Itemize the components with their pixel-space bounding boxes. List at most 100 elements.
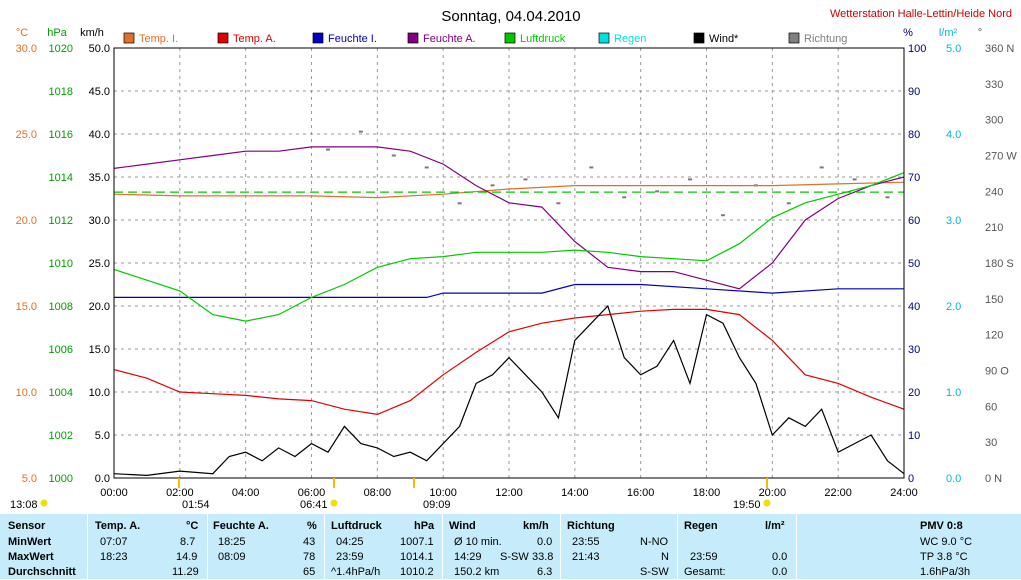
stats-cell: 6.3: [537, 566, 553, 578]
x-tick-label: 00:00: [100, 487, 128, 499]
stats-row-label: Durchschnitt: [8, 566, 76, 578]
chart-background: [0, 0, 1021, 514]
stats-cell: 150.2 km: [454, 566, 500, 578]
x-tick-label: 02:00: [166, 487, 194, 499]
stats-cell: 0.0: [772, 551, 788, 563]
stats-cell: 65: [303, 566, 316, 578]
rain-tick-label: 4.0: [946, 129, 961, 141]
legend-label: Feuchte I.: [328, 33, 377, 45]
stats-pmv-header: PMV 0:8: [920, 520, 963, 532]
stats-row-avg: Durchschnitt 11.29 65 ^1.4hPa/h 1010.2 1…: [0, 564, 1021, 580]
humidity-tick-label: 70: [908, 172, 920, 184]
stats-cell: N: [661, 551, 669, 563]
x-tick-label: 18:00: [693, 487, 721, 499]
legend-swatch: [123, 32, 135, 44]
direction-dot: [852, 178, 857, 181]
legend-label: Feuchte A.: [423, 33, 476, 45]
direction-dot: [358, 130, 363, 133]
axis-tick-labels: 30.025.020.015.010.05.010201018101610141…: [16, 43, 1018, 499]
axis-unit-label: °C: [16, 27, 28, 39]
axis-unit-labels: °C hPa km/h% l/m² °: [16, 27, 982, 39]
sun-time-label: 19:50: [733, 499, 761, 511]
direction-dot: [688, 178, 693, 181]
stats-cell: 23:55: [572, 536, 600, 548]
axis-unit-label: hPa: [47, 27, 67, 39]
direction-dot: [720, 214, 725, 217]
stats-cell: TP 3.8 °C: [920, 551, 968, 563]
direction-dot: [819, 166, 824, 169]
stats-cell: 43: [303, 536, 316, 548]
series-layer: [113, 130, 905, 477]
direction-tick-label: 300: [985, 115, 1003, 127]
wind-tick-label: 0.0: [95, 473, 110, 485]
stats-header-row: Sensor Temp. A. °C Feuchte A. % Luftdruc…: [0, 518, 1021, 534]
temp-tick-label: 20.0: [16, 215, 37, 227]
stats-cell: 78: [303, 551, 316, 563]
wind-tick-label: 10.0: [89, 387, 110, 399]
stats-divider: [87, 514, 88, 579]
direction-dot: [325, 148, 330, 151]
weather-chart: Sonntag, 04.04.2010 Wetterstation Halle-…: [0, 0, 1021, 514]
series-line-luftdruck: [113, 172, 905, 322]
stats-cell: WC 9.0 °C: [920, 536, 973, 548]
direction-tick-label: 330: [985, 79, 1003, 91]
direction-dot: [556, 202, 561, 205]
rain-tick-label: 1.0: [946, 387, 961, 399]
stats-cell: Gesamt:: [684, 566, 726, 578]
legend-swatch: [598, 32, 610, 44]
stats-cell: 14:29: [454, 551, 482, 563]
direction-dot: [655, 190, 660, 193]
humidity-tick-label: 10: [908, 430, 920, 442]
direction-tick-label: 150: [985, 294, 1003, 306]
sun-icon: [40, 499, 48, 507]
humidity-tick-label: 20: [908, 387, 920, 399]
legend-swatch: [407, 32, 419, 44]
humidity-tick-label: 30: [908, 344, 920, 356]
stats-cell: 0.0: [537, 536, 553, 548]
direction-tick-label: 240: [985, 186, 1003, 198]
direction-dot: [622, 196, 627, 199]
stats-cell: 14.9: [176, 551, 198, 563]
humidity-tick-label: 60: [908, 215, 920, 227]
legend-swatch: [504, 32, 516, 44]
stats-cell: 07:07: [100, 536, 128, 548]
pressure-tick-label: 1018: [49, 86, 73, 98]
pressure-tick-label: 1014: [49, 172, 73, 184]
legend-swatch: [217, 32, 229, 44]
stats-row-min: MinWert 07:07 8.7 18:25 43 04:25 1007.1 …: [0, 534, 1021, 550]
stats-rain-header: Regen: [684, 520, 718, 532]
stats-cell: 1014.1: [400, 551, 434, 563]
series-line-wind-: [113, 304, 905, 477]
legend-swatch: [693, 32, 705, 44]
legend: Temp. I. Temp. A. Feuchte I. Feuchte A. Luft…: [123, 32, 847, 45]
pressure-tick-label: 1008: [49, 301, 73, 313]
direction-tick-label: 30: [985, 437, 997, 449]
axis-unit-label: l/m²: [939, 27, 958, 39]
stats-temp-header: Temp. A.: [95, 520, 141, 532]
stats-divider: [442, 514, 443, 579]
stats-sensor-header: Sensor: [8, 520, 46, 532]
stats-hum-unit: %: [307, 520, 317, 532]
stats-wind-unit: km/h: [523, 520, 549, 532]
pressure-tick-label: 1006: [49, 344, 73, 356]
pressure-tick-label: 1012: [49, 215, 73, 227]
temp-tick-label: 30.0: [16, 43, 37, 55]
direction-tick-label: 120: [985, 330, 1003, 342]
pressure-tick-label: 1016: [49, 129, 73, 141]
stats-row-label: MaxWert: [8, 551, 54, 563]
direction-dot: [424, 166, 429, 169]
wind-tick-label: 25.0: [89, 258, 110, 270]
wind-tick-label: 5.0: [95, 430, 110, 442]
series-line-feuchte-i-: [114, 283, 904, 298]
stats-divider: [677, 514, 678, 579]
sun-icon: [330, 499, 338, 507]
stats-cell: ^1.4hPa/h: [331, 566, 381, 578]
stats-press-unit: hPa: [414, 520, 435, 532]
station-name: Wetterstation Halle-Lettin/Heide Nord: [830, 8, 1012, 20]
legend-label: Temp. A.: [233, 33, 276, 45]
pressure-tick-label: 1004: [49, 387, 73, 399]
legend-swatch: [312, 32, 324, 44]
stats-cell: 1007.1: [400, 536, 434, 548]
sun-icon: [763, 499, 771, 507]
direction-tick-label: 270 W: [985, 151, 1017, 163]
